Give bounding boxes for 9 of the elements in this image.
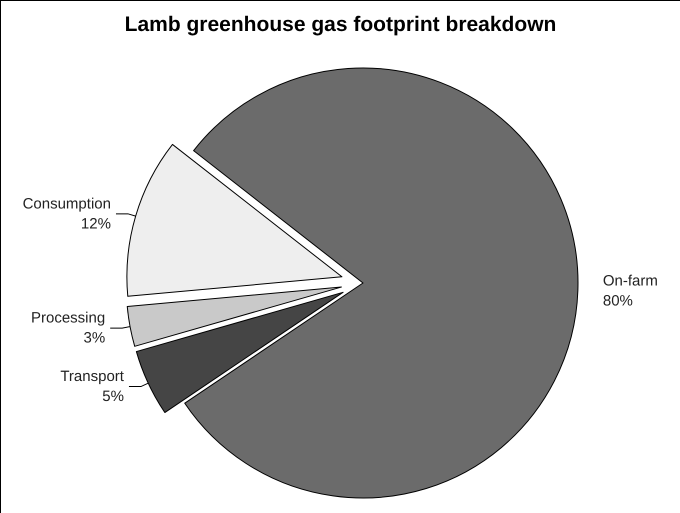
slice-label: Processing xyxy=(30,310,106,327)
data-label: 3% xyxy=(83,330,106,347)
slice-label: Consumption xyxy=(22,195,111,212)
data-label: 80% xyxy=(602,292,633,310)
data-label: 12% xyxy=(80,215,111,232)
slice-label: On-farm xyxy=(602,272,658,290)
chart-title: Lamb greenhouse gas footprint breakdown xyxy=(124,13,556,36)
slice-label: Transport xyxy=(60,368,125,386)
data-label: 5% xyxy=(102,388,124,406)
